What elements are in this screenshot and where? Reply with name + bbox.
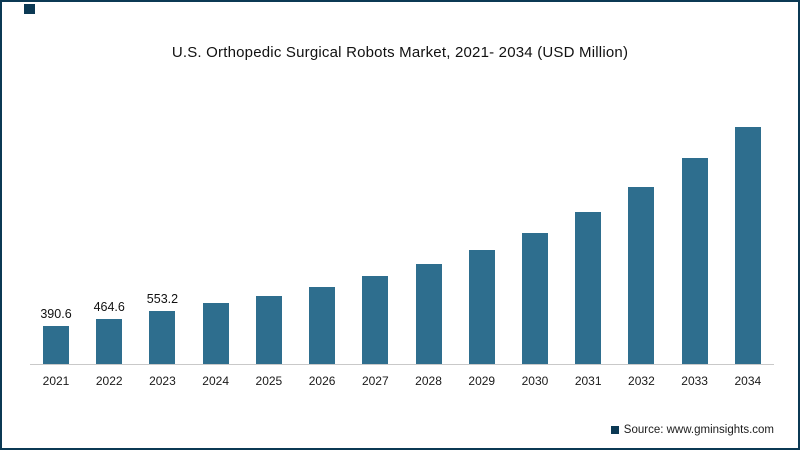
bar-2021 [43,326,69,364]
bar-2033 [681,158,708,364]
x-tick-2024: 2024 [202,374,229,388]
bar-column-2024 [190,303,242,364]
bar-2022 [96,319,123,364]
bar-2030 [521,233,548,364]
bar-2034 [734,127,761,364]
bar-2032 [628,187,655,364]
source-text: Source: www.gminsights.com [623,424,774,436]
bar-column-2028 [403,264,455,364]
bar-2028 [415,264,442,364]
bar-chart: 390.6 464.6 553.2 2021 2022 2023 2024 2025 2026… [30,92,774,388]
x-tick-2022: 2022 [95,374,123,388]
x-tick-2031: 2031 [574,374,602,388]
x-tick-2032: 2032 [628,374,655,388]
bar-column-2031 [562,212,614,364]
bar-column-2025 [243,296,295,364]
x-tick-2025: 2025 [255,374,283,388]
bar-column-2021: 390.6 [30,307,82,364]
source-line: Source: www.gminsights.com [610,424,774,436]
bar-column-2029 [456,250,508,364]
source-bullet-square [610,426,619,434]
chart-title: U.S. Orthopedic Surgical Robots Market, … [171,44,629,61]
bar-column-2034 [722,127,774,364]
bar-column-2033 [669,158,721,364]
bar-column-2026 [296,287,348,364]
plot-columns: 390.6 464.6 553.2 [30,92,774,365]
bar-value-label-2023: 553.2 [146,291,179,306]
bar-2025 [255,296,282,364]
bar-column-2027 [349,276,401,364]
x-tick-2033: 2033 [681,374,708,388]
bar-2023 [149,310,176,364]
x-tick-2027: 2027 [361,374,389,388]
bar-column-2023: 553.2 [136,292,188,364]
bar-value-label-2022: 464.6 [93,300,125,315]
bar-value-label-2021: 390.6 [40,307,72,322]
x-tick-2021: 2021 [42,374,70,388]
logo-mark [24,4,35,14]
bar-2031 [575,212,602,364]
x-tick-2023: 2023 [149,374,176,388]
bar-2024 [202,303,229,364]
bar-2027 [362,276,389,364]
x-tick-2034: 2034 [734,374,762,388]
x-tick-2029: 2029 [468,374,496,388]
bar-column-2030 [509,233,561,364]
bar-column-2032 [615,187,667,364]
bar-2029 [468,250,495,364]
x-tick-2030: 2030 [521,374,549,388]
bar-column-2022: 464.6 [83,300,135,364]
bar-2026 [309,287,336,364]
x-tick-2028: 2028 [415,374,442,388]
x-axis-labels: 2021 2022 2023 2024 2025 2026 2027 2028 2029 2030… [30,374,774,388]
x-tick-2026: 2026 [308,374,336,388]
